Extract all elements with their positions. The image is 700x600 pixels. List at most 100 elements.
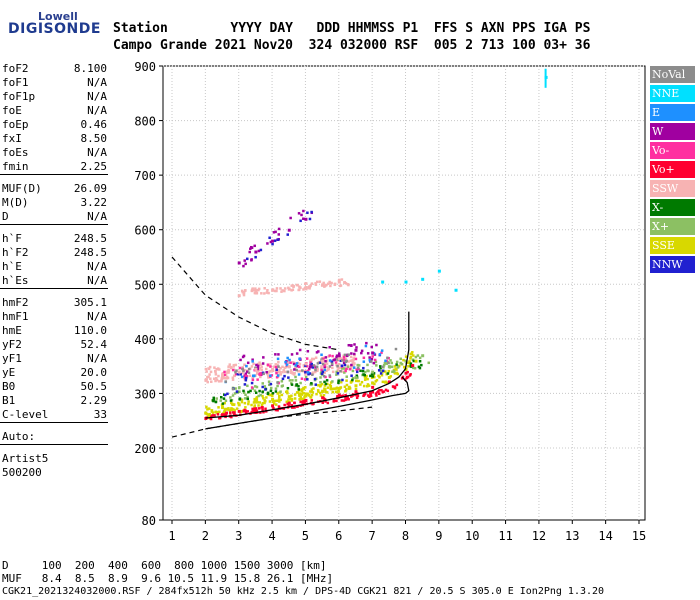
echo-point-vo-	[322, 357, 325, 361]
echo-point-w	[347, 343, 351, 347]
echo-point-e	[269, 374, 272, 377]
echo-point-ssw	[260, 368, 264, 372]
echo-point-sse	[220, 403, 224, 407]
param-row-h-es: h`Es N/A	[2, 274, 107, 288]
echo-point-e	[288, 358, 291, 362]
echo-point-ssw	[241, 290, 244, 294]
echo-point-sse	[339, 386, 343, 389]
echo-point-sse	[326, 382, 329, 386]
echo-point-x-	[337, 381, 340, 385]
param-label: hmF2	[2, 296, 29, 309]
echo-point-x-	[412, 366, 415, 370]
echo-point-vo-	[334, 361, 338, 364]
echo-point-ssw	[325, 283, 328, 287]
echo-point-x-	[390, 365, 394, 369]
echo-point-ssw	[282, 369, 285, 372]
echo-point-ssw	[323, 284, 327, 288]
param-value: N/A	[87, 76, 107, 89]
echo-point-vo-	[300, 377, 304, 380]
echo-point-sse	[298, 392, 302, 395]
echo-point-w	[370, 345, 373, 349]
series-point-vo-	[287, 401, 291, 405]
echo-point-vo-	[378, 392, 381, 396]
echo-point-ssw	[284, 365, 288, 369]
echo-point-ssw	[323, 371, 326, 375]
echo-point-sse	[295, 391, 299, 394]
echo-point-vo-	[245, 375, 249, 378]
echo-point-sse	[323, 384, 327, 387]
echo-point-x-	[351, 376, 355, 380]
echo-point-w	[244, 262, 247, 266]
echo-point-w	[292, 362, 296, 366]
echo-point-sse	[345, 379, 348, 382]
echo-point-noval	[311, 373, 314, 376]
param-separator	[0, 224, 108, 225]
echo-point-x-	[351, 369, 355, 373]
echo-point-w	[256, 364, 260, 368]
footer-distance-row: D 100 200 400 600 800 1000 1500 3000 [km…	[2, 559, 327, 572]
echo-point-x-	[253, 389, 257, 392]
echo-point-x-	[427, 361, 431, 365]
echo-point-vo-	[216, 413, 220, 416]
echo-point-vo-	[213, 414, 216, 417]
echo-point-sse	[230, 401, 233, 405]
echo-point-vo-	[320, 368, 323, 372]
echo-point-x-	[288, 379, 292, 382]
param-separator	[0, 422, 108, 423]
echo-point-sse	[317, 384, 320, 387]
echo-point-vo-	[293, 406, 296, 409]
echo-point-sse	[268, 400, 272, 403]
echo-point-sse	[332, 387, 335, 391]
echo-point-vo-	[348, 367, 352, 371]
echo-point-vo-	[395, 383, 399, 387]
echo-point-nnw	[307, 372, 310, 376]
echo-point-x-	[231, 394, 235, 397]
echo-point-sse	[381, 380, 385, 384]
echo-point-noval	[277, 365, 280, 368]
echo-point-ssw	[326, 368, 330, 371]
echo-point-vo-	[400, 377, 404, 380]
digisonde-logo: Lowell DIGISONDE	[8, 10, 100, 44]
echo-point-vo-	[231, 411, 235, 414]
echo-point-sse	[243, 401, 247, 405]
echo-point-nnw	[339, 359, 343, 362]
echo-point-ssw	[283, 287, 287, 290]
echo-point-vo-	[323, 364, 326, 367]
echo-point-x-	[323, 380, 326, 384]
series-point-ssw	[304, 362, 308, 366]
echo-point-nnw	[254, 255, 257, 259]
echo-point-x-	[320, 370, 323, 374]
echo-point-ssw	[204, 367, 208, 371]
echo-point-sse	[277, 398, 281, 401]
echo-point-sse	[410, 352, 414, 356]
series-point-x-	[354, 376, 358, 380]
echo-point-e	[295, 362, 299, 365]
echo-point-ssw	[232, 365, 235, 368]
echo-point-x-	[304, 375, 308, 379]
x-tick-label: 2	[202, 529, 209, 543]
echo-point-nnw	[308, 217, 312, 221]
echo-point-nnw	[287, 376, 290, 379]
param-value: N/A	[87, 310, 107, 323]
echo-point-ssw	[259, 363, 262, 366]
echo-point-nnw	[314, 383, 318, 386]
echo-point-sse	[275, 399, 279, 403]
series-point-sse	[337, 386, 341, 390]
echo-point-w	[246, 370, 249, 374]
echo-point-noval	[235, 369, 238, 372]
param-row-b1: B1 2.29	[2, 394, 107, 408]
echo-point-vo-	[391, 385, 395, 388]
echo-point-ssw	[266, 288, 269, 292]
echo-point-noval	[336, 358, 339, 361]
echo-point-w	[317, 350, 320, 353]
echo-point-ssw	[325, 365, 328, 369]
echo-point-e	[380, 349, 384, 352]
echo-point-noval	[343, 353, 347, 357]
echo-point-vo-	[253, 407, 256, 411]
echo-point-sse	[408, 360, 411, 363]
echo-point-noval	[320, 358, 323, 361]
param-row-h-e: h`E N/A	[2, 260, 107, 274]
echo-point-w	[262, 356, 265, 359]
echo-point-noval	[328, 374, 331, 377]
echo-point-w	[277, 227, 281, 231]
